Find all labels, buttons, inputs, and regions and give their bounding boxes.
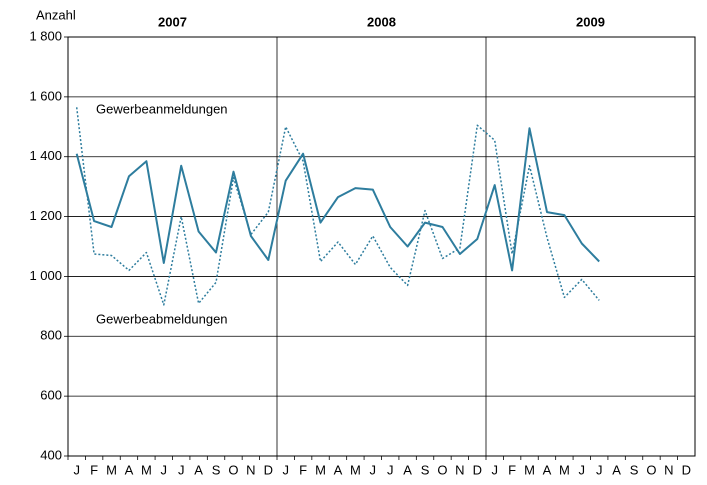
x-tick-label: A	[543, 462, 552, 477]
x-tick-label: D	[473, 462, 482, 477]
x-tick-label: S	[421, 462, 430, 477]
series-label-bg	[94, 310, 230, 328]
plot-frame	[67, 36, 696, 457]
x-tick-label: D	[682, 462, 691, 477]
x-tick-label: N	[455, 462, 464, 477]
x-tick-label: F	[90, 462, 98, 477]
x-tick-label: J	[596, 462, 603, 477]
x-tick-label: N	[246, 462, 255, 477]
x-tick-label: O	[646, 462, 656, 477]
x-tick-label: M	[141, 462, 152, 477]
x-tick-label: M	[524, 462, 535, 477]
x-tick-label: D	[264, 462, 273, 477]
x-tick-label: A	[403, 462, 412, 477]
y-tick-label: 800	[40, 328, 62, 343]
x-tick-label: M	[315, 462, 326, 477]
year-label: 2007	[158, 14, 187, 29]
data-line	[75, 127, 600, 272]
x-tick-label: J	[491, 462, 498, 477]
x-tick-label: J	[161, 462, 168, 477]
y-axis-label: Anzahl	[36, 7, 76, 22]
x-tick-label: M	[559, 462, 570, 477]
y-tick-label: 1 800	[29, 28, 62, 43]
y-tick-label: 600	[40, 388, 62, 403]
x-tick-label: A	[612, 462, 621, 477]
data-line	[75, 107, 600, 306]
x-tick-label: M	[350, 462, 361, 477]
x-tick-label: J	[387, 462, 394, 477]
x-tick-label: A	[125, 462, 134, 477]
y-tick-label: 1 400	[29, 148, 62, 163]
x-tick-label: F	[508, 462, 516, 477]
x-tick-label: F	[299, 462, 307, 477]
x-tick-label: O	[437, 462, 447, 477]
series-label-bg	[94, 100, 230, 118]
x-tick-label: J	[73, 462, 80, 477]
year-label: 2009	[576, 14, 605, 29]
x-tick-label: S	[212, 462, 221, 477]
y-tick-label: 1 200	[29, 208, 62, 223]
series-label: Gewerbeanmeldungen	[96, 101, 228, 116]
x-tick-label: J	[370, 462, 377, 477]
year-label: 2008	[367, 14, 396, 29]
y-tick-label: 400	[40, 447, 62, 462]
x-tick-label: J	[579, 462, 586, 477]
x-tick-label: J	[178, 462, 185, 477]
x-tick-label: S	[630, 462, 639, 477]
y-tick-label: 1 600	[29, 88, 62, 103]
x-tick-label: A	[334, 462, 343, 477]
series-label: Gewerbeabmeldungen	[96, 311, 228, 326]
x-tick-label: A	[194, 462, 203, 477]
x-tick-label: N	[664, 462, 673, 477]
x-tick-label: J	[282, 462, 289, 477]
y-tick-label: 1 000	[29, 268, 62, 283]
x-tick-label: M	[106, 462, 117, 477]
x-tick-label: O	[228, 462, 238, 477]
